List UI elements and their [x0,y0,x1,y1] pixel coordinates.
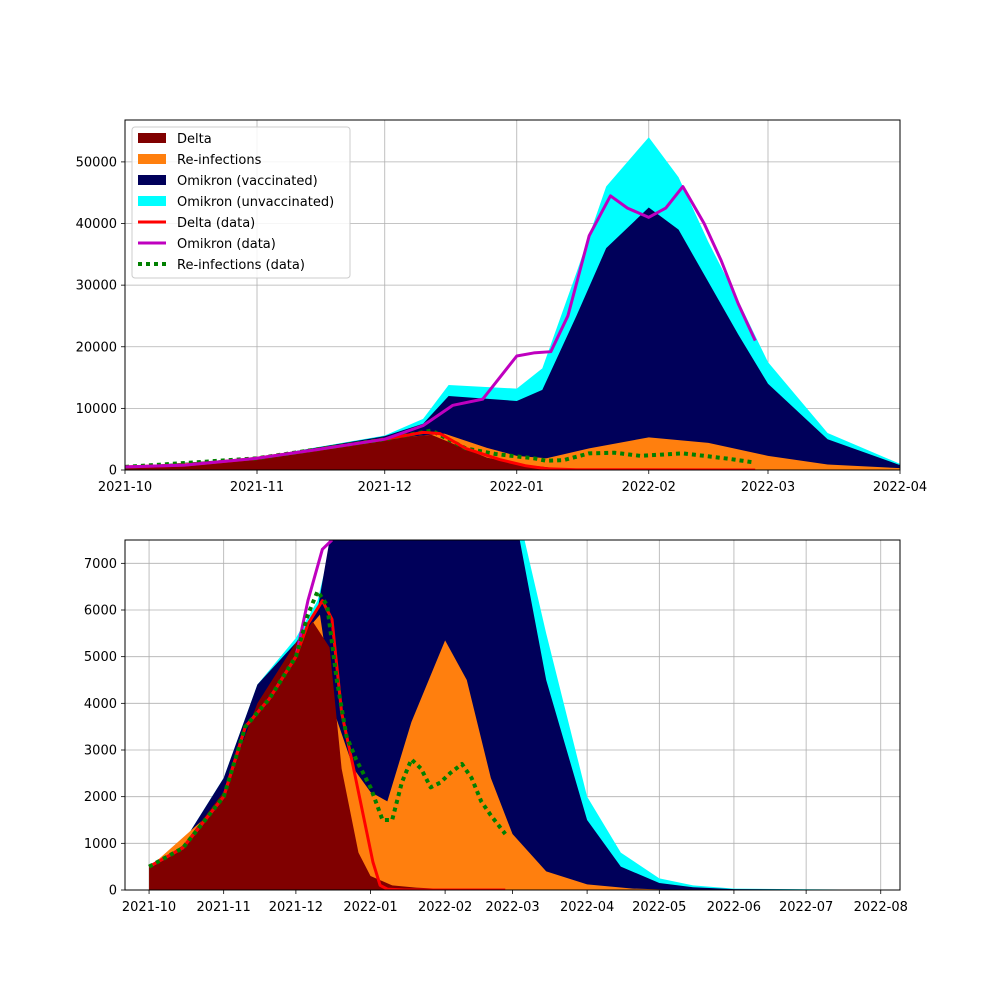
top-y-tick-label: 40000 [76,217,117,232]
legend-label-reinfections-data: Re-infections (data) [177,258,305,273]
bottom-y-tick-label: 3000 [84,744,117,759]
bottom-x-tick-label: 2022-01 [343,900,397,915]
bottom-y-tick-label: 6000 [84,604,117,619]
top-x-tick-label: 2021-10 [98,480,152,495]
top-y-tick-label: 50000 [76,155,117,170]
bottom-x-tick-label: 2021-12 [269,900,323,915]
top-line-re-infections-data [125,428,756,469]
bottom-x-tick-label: 2021-11 [197,900,251,915]
legend-label-omikron-data: Omikron (data) [177,237,276,252]
bottom-y-axis-ticks: 0 1000 2000 3000 4000 5000 6000 7000 [84,557,125,899]
bottom-x-tick-label: 2022-05 [632,900,686,915]
bottom-y-tick-label: 4000 [84,697,117,712]
top-area-omikron-vaccinated [125,207,900,470]
legend-label-delta-data: Delta (data) [177,216,255,231]
bottom-x-tick-label: 2022-07 [779,900,833,915]
bottom-y-tick-label: 1000 [84,837,117,852]
top-y-axis-ticks: 0 10000 20000 30000 40000 50000 [76,155,125,479]
legend-swatch-omikron-unvaccinated [138,196,166,206]
top-x-tick-label: 2022-01 [490,480,544,495]
top-y-tick-label: 30000 [76,279,117,294]
top-y-tick-label: 0 [109,464,117,479]
legend-label-delta: Delta [177,132,212,147]
bottom-x-axis-ticks: 2021-10 2021-11 2021-12 2022-01 2022-02 2022-… [122,890,908,915]
bottom-x-tick-label: 2022-04 [560,900,614,915]
bottom-x-tick-label: 2022-02 [418,900,472,915]
legend-label-omikron-vaccinated: Omikron (vaccinated) [177,174,318,189]
bottom-y-tick-label: 7000 [84,557,117,572]
top-line-omikron-data [125,185,757,469]
legend-label-reinfections: Re-infections [177,153,262,168]
bottom-x-tick-label: 2022-06 [707,900,761,915]
bottom-x-tick-label: 2022-08 [854,900,908,915]
top-axes-frame [124,119,901,471]
top-x-axis-ticks: 2021-10 2021-11 2021-12 2022-01 2022-02 2022-… [98,470,927,495]
top-x-tick-label: 2022-02 [622,480,676,495]
bottom-x-tick-label: 2021-10 [122,900,176,915]
bottom-y-tick-label: 2000 [84,790,117,805]
top-plot-area [125,137,900,470]
bottom-y-tick-label: 5000 [84,650,117,665]
legend-swatch-reinfections [138,154,166,164]
top-x-tick-label: 2022-04 [873,480,927,495]
bottom-x-tick-label: 2022-03 [485,900,539,915]
legend: Delta Re-infections Omikron (vaccinated)… [131,126,351,279]
top-x-tick-label: 2022-03 [741,480,795,495]
legend-frame [131,126,351,279]
bottom-area-delta [149,621,506,890]
legend-swatch-omikron-vaccinated [138,175,166,185]
bottom-y-tick-label: 0 [109,884,117,899]
top-area-delta [125,434,900,470]
top-chart: 2021-10 2021-11 2021-12 2022-01 2022-02 2022-… [76,119,927,495]
legend-label-omikron-unvaccinated: Omikron (unvaccinated) [177,195,334,210]
top-x-tick-label: 2021-11 [230,480,284,495]
top-x-tick-label: 2021-12 [358,480,412,495]
legend-swatch-delta [138,133,166,143]
top-y-tick-label: 20000 [76,340,117,355]
top-y-tick-label: 10000 [76,402,117,417]
bottom-plot-area [148,540,900,890]
bottom-chart: 2021-10 2021-11 2021-12 2022-01 2022-02 2022-… [84,539,908,915]
